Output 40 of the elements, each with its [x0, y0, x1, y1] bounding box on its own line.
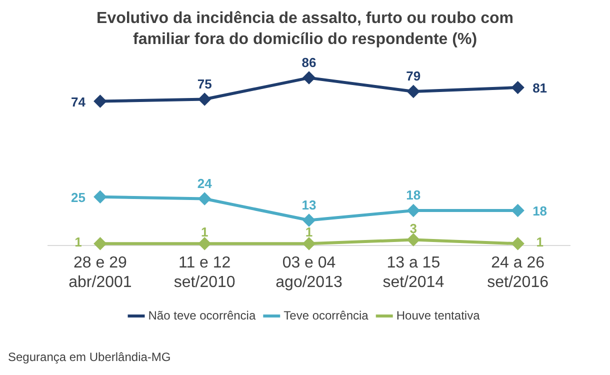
data-label: 81	[532, 80, 548, 96]
point	[198, 238, 211, 250]
data-label: 13	[302, 197, 316, 212]
data-label: 74	[70, 94, 86, 110]
data-label: 3	[410, 220, 418, 236]
data-label: 1	[74, 234, 82, 250]
x-tick-label: 24 a 26 set/2016	[487, 254, 549, 291]
point	[512, 204, 524, 216]
point	[198, 93, 211, 106]
legend-label: Teve ocorrência	[284, 308, 369, 322]
data-label: 75	[197, 76, 212, 92]
legend-label: Houve tentativa	[396, 308, 480, 322]
data-label: 1	[305, 224, 313, 240]
data-label: 25	[70, 190, 86, 205]
data-label: 79	[406, 68, 421, 84]
point	[407, 234, 420, 246]
data-label: 18	[532, 204, 548, 219]
point	[94, 190, 106, 203]
data-label: 86	[302, 54, 316, 70]
data-label: 1	[536, 234, 544, 250]
data-label: 24	[197, 176, 213, 191]
data-label: 18	[406, 188, 421, 203]
point	[407, 204, 420, 216]
point	[94, 238, 106, 250]
x-tick-label: 13 a 15 set/2014	[382, 254, 444, 291]
point	[303, 72, 315, 84]
point	[303, 214, 315, 226]
data-label: 1	[200, 224, 208, 240]
legend-label: Não teve ocorrência	[148, 308, 256, 322]
point	[94, 95, 106, 108]
point	[198, 192, 211, 205]
x-tick-label: 11 e 12 set/2010	[174, 254, 236, 291]
point	[303, 238, 315, 250]
x-tick-label: 03 e 04 ago/2013	[276, 254, 342, 291]
chart-title: Evolutivo da incidência de assalto, furto ou roubo com familiar fora do domicílio do respondente (%)	[96, 9, 514, 50]
point	[407, 85, 420, 98]
x-tick-label: 28 e 29 abr/2001	[68, 254, 132, 291]
point	[512, 238, 524, 250]
text: Segurança em Uberlândia-MG	[8, 350, 171, 364]
point	[512, 82, 524, 94]
